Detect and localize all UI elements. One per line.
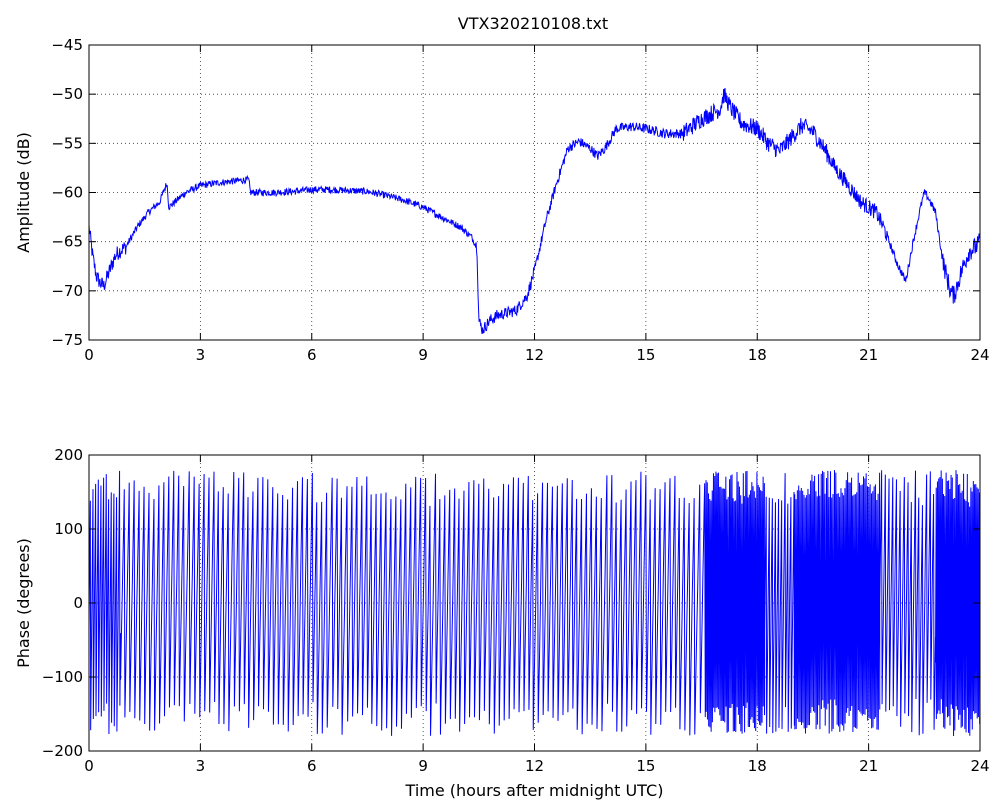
x-tick-label: 15 bbox=[636, 757, 655, 775]
y-tick-label: 200 bbox=[54, 446, 83, 464]
x-tick-label: 6 bbox=[307, 757, 317, 775]
phase-y-axis-label: Phase (degrees) bbox=[14, 538, 33, 668]
x-tick-label: 0 bbox=[84, 346, 94, 364]
phase-ticks: 0 3 6 9 12 15 18 21 24 −200 −100 0 100 200 bbox=[42, 446, 990, 775]
x-tick-label: 9 bbox=[418, 757, 428, 775]
x-tick-label: 15 bbox=[636, 346, 655, 364]
phase-panel: 0 3 6 9 12 15 18 21 24 −200 −100 0 100 200 Phase (deg… bbox=[14, 446, 990, 800]
x-tick-label: 9 bbox=[418, 346, 428, 364]
y-tick-label: −75 bbox=[51, 331, 83, 349]
x-tick-label: 12 bbox=[525, 757, 544, 775]
amplitude-panel: 0 3 6 9 12 15 18 21 24 −75 −70 −65 −60 −55 −50 −45 Ampl… bbox=[14, 36, 990, 364]
y-tick-label: −200 bbox=[42, 742, 83, 760]
phase-series bbox=[89, 470, 980, 736]
y-tick-label: −70 bbox=[51, 282, 83, 300]
x-tick-label: 24 bbox=[970, 346, 989, 364]
y-tick-label: −50 bbox=[51, 85, 83, 103]
chart-title: VTX320210108.txt bbox=[458, 14, 608, 33]
y-tick-label: −55 bbox=[51, 134, 83, 152]
time-x-axis-label: Time (hours after midnight UTC) bbox=[405, 781, 664, 800]
y-tick-label: 0 bbox=[73, 594, 83, 612]
amplitude-ticks: 0 3 6 9 12 15 18 21 24 −75 −70 −65 −60 −55 −50 −45 bbox=[51, 36, 989, 364]
y-tick-label: 100 bbox=[54, 520, 83, 538]
x-tick-label: 0 bbox=[84, 757, 94, 775]
amplitude-y-axis-label: Amplitude (dB) bbox=[14, 132, 33, 253]
amplitude-series bbox=[89, 87, 980, 335]
x-tick-label: 3 bbox=[196, 757, 206, 775]
y-tick-label: −100 bbox=[42, 668, 83, 686]
x-tick-label: 21 bbox=[859, 346, 878, 364]
x-tick-label: 12 bbox=[525, 346, 544, 364]
x-tick-label: 6 bbox=[307, 346, 317, 364]
y-tick-label: −65 bbox=[51, 233, 83, 251]
amplitude-grid bbox=[89, 45, 980, 340]
x-tick-label: 18 bbox=[748, 346, 767, 364]
amplitude-series-line bbox=[89, 87, 980, 335]
y-tick-label: −60 bbox=[51, 184, 83, 202]
x-tick-label: 21 bbox=[859, 757, 878, 775]
x-tick-label: 24 bbox=[970, 757, 989, 775]
phase-series-line bbox=[89, 470, 980, 736]
x-tick-label: 3 bbox=[196, 346, 206, 364]
x-tick-label: 18 bbox=[748, 757, 767, 775]
y-tick-label: −45 bbox=[51, 36, 83, 54]
